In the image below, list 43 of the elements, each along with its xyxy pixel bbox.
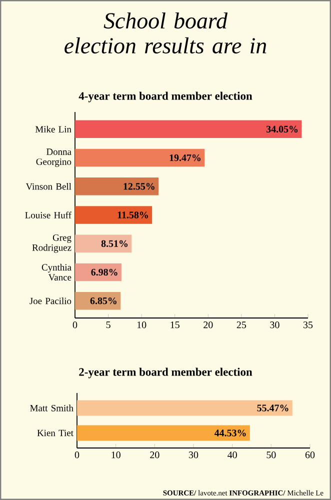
data-label: 44.53% bbox=[214, 430, 246, 436]
data-label: 11.58% bbox=[118, 212, 148, 218]
y-tick-label: Cynthia Vance bbox=[42, 264, 72, 281]
y-tick-label: Mike Lin bbox=[35, 126, 72, 132]
bar bbox=[75, 120, 302, 138]
bar bbox=[75, 206, 152, 224]
x-tick-label: 10 bbox=[112, 452, 120, 458]
y-tick-label: Joe Pacilio bbox=[30, 298, 72, 304]
bar bbox=[75, 292, 121, 310]
bar bbox=[75, 178, 159, 196]
bar bbox=[75, 148, 205, 167]
x-tick-label: 0 bbox=[74, 452, 80, 458]
data-label: 6.85% bbox=[90, 297, 116, 304]
data-label: 8.51% bbox=[101, 240, 128, 247]
chart-subtitle: 4-year term board member election bbox=[78, 92, 252, 102]
x-tick-label: 50 bbox=[266, 452, 276, 458]
x-tick-label: 15 bbox=[170, 322, 180, 328]
y-tick-label: Greg Rodriguez bbox=[32, 234, 72, 253]
data-label: 12.55% bbox=[124, 183, 154, 190]
data-label: 34.05% bbox=[266, 126, 298, 133]
x-tick-label: 10 bbox=[137, 322, 146, 328]
bar bbox=[75, 234, 132, 252]
data-label: 19.47% bbox=[170, 154, 200, 162]
x-tick-label: 5 bbox=[106, 322, 110, 328]
y-tick-label: Louise Huff bbox=[25, 212, 72, 218]
y-tick-label: Kien Tiet bbox=[37, 430, 74, 436]
chart-title: 2-year term board member election bbox=[79, 368, 252, 378]
bar bbox=[75, 263, 122, 282]
x-tick-label: 30 bbox=[270, 322, 280, 328]
x-tick-label: 0 bbox=[72, 322, 78, 328]
chart-title: School board election results are in bbox=[64, 12, 266, 54]
x-tick-label: 25 bbox=[236, 322, 246, 328]
x-tick-label: 20 bbox=[150, 452, 160, 458]
y-tick-label: Matt Smith bbox=[30, 404, 74, 412]
x-tick-label: 35 bbox=[304, 322, 313, 328]
x-tick-label: 20 bbox=[204, 322, 213, 328]
data-label: 6.98% bbox=[91, 268, 118, 276]
x-tick-label: 60 bbox=[305, 452, 315, 458]
y-tick-label: Vinson Bell bbox=[26, 183, 72, 190]
data-label: 55.47% bbox=[257, 404, 288, 412]
y-tick-label: Donna Georgino bbox=[36, 148, 72, 167]
x-tick-label: 40 bbox=[228, 452, 237, 458]
x-tick-label: 30 bbox=[189, 452, 198, 458]
